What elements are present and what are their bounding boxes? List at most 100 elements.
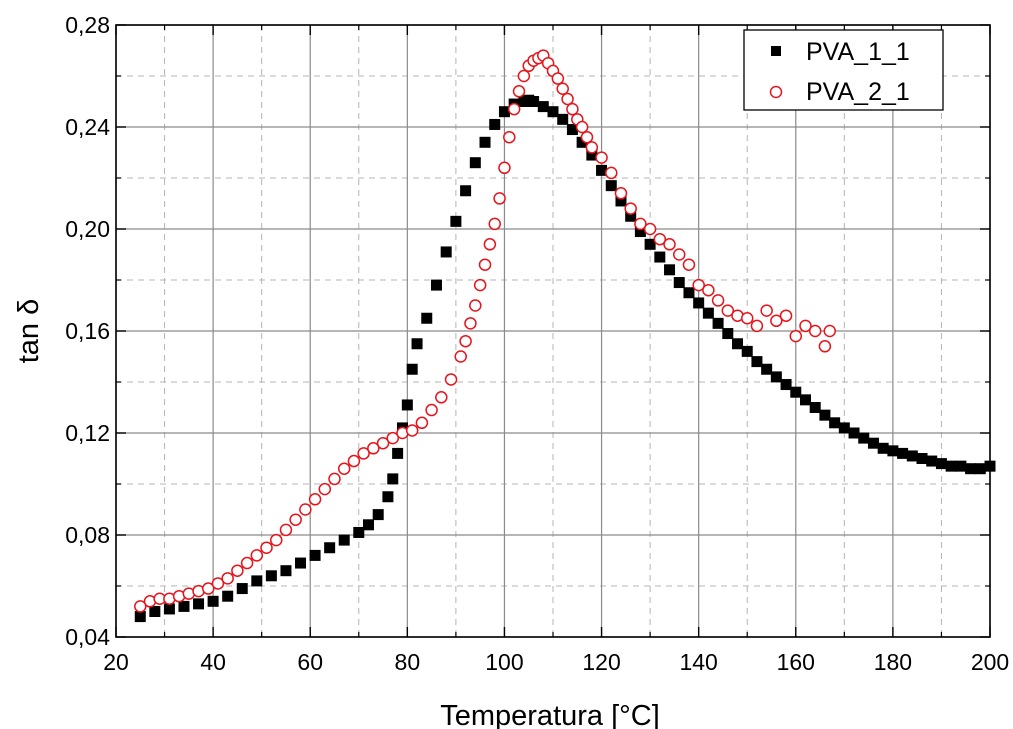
x-tick-label: 160 xyxy=(777,649,815,675)
data-point-square xyxy=(887,445,899,457)
data-point-square xyxy=(751,356,763,368)
data-point-square xyxy=(450,215,462,227)
data-point-circle xyxy=(415,416,429,430)
legend-item-pva-2-1: PVA_2_1 xyxy=(769,78,910,106)
data-point-square xyxy=(799,394,811,406)
legend: PVA_1_1 PVA_2_1 xyxy=(743,29,944,111)
data-point-circle xyxy=(260,541,273,554)
data-point-circle xyxy=(580,130,594,144)
data-point-square xyxy=(945,460,957,472)
data-point-circle xyxy=(469,299,482,312)
data-point-square xyxy=(897,447,909,459)
data-point-square xyxy=(819,409,831,421)
data-point-square xyxy=(222,590,234,602)
data-point-square xyxy=(576,136,588,148)
data-point-circle xyxy=(444,373,458,386)
data-point-square xyxy=(848,427,860,439)
data-point-square xyxy=(265,570,277,582)
data-point-square xyxy=(149,606,161,617)
data-point-circle xyxy=(692,278,705,292)
data-point-circle xyxy=(405,424,419,437)
x-axis-label: Temperatura [°C] xyxy=(440,700,660,729)
legend-item-pva-1-1: PVA_1_1 xyxy=(771,38,910,66)
data-point-circle xyxy=(367,442,380,455)
data-point-square xyxy=(392,447,404,459)
data-point-circle xyxy=(595,151,608,164)
data-point-square xyxy=(207,595,219,607)
data-point-circle xyxy=(454,350,467,363)
data-point-circle xyxy=(318,482,332,496)
y-tick-label: 0,12 xyxy=(65,420,110,446)
data-point-circle xyxy=(289,513,302,526)
legend-marker-circle xyxy=(769,85,783,99)
x-tick-label: 80 xyxy=(395,649,421,675)
y-tick-label: 0,04 xyxy=(65,624,110,650)
data-point-square xyxy=(440,246,452,258)
data-point-square xyxy=(362,519,374,531)
data-point-circle xyxy=(493,192,506,205)
x-tick-label: 20 xyxy=(103,649,129,675)
data-point-circle xyxy=(347,454,361,468)
data-point-square xyxy=(236,583,248,595)
data-point-circle xyxy=(221,572,234,585)
data-point-circle xyxy=(585,141,599,154)
data-point-square xyxy=(877,442,889,454)
data-point-square xyxy=(722,328,734,340)
x-tick-label: 180 xyxy=(874,649,912,675)
data-point-circle xyxy=(279,523,293,537)
y-tick-labels: 0,04 0,08 0,12 0,16 0,20 0,24 0,28 xyxy=(65,12,110,650)
data-point-square xyxy=(469,157,481,169)
data-point-square xyxy=(280,565,292,577)
data-point-square xyxy=(741,345,753,357)
data-point-circle xyxy=(672,248,686,261)
data-point-square xyxy=(309,549,321,561)
data-point-circle xyxy=(503,130,516,144)
data-point-circle xyxy=(328,472,341,486)
x-tick-label: 60 xyxy=(297,649,323,675)
data-point-square xyxy=(916,453,928,464)
data-point-square xyxy=(664,264,676,276)
data-point-circle xyxy=(473,278,487,292)
data-point-square xyxy=(557,113,569,125)
y-tick-label: 0,08 xyxy=(65,522,110,548)
data-point-square xyxy=(251,575,263,587)
data-point-square xyxy=(430,279,442,291)
data-point-circle xyxy=(517,69,531,83)
data-point-circle xyxy=(357,447,370,460)
data-point-square xyxy=(421,312,433,324)
data-point-square xyxy=(596,164,608,176)
data-point-circle xyxy=(134,600,147,613)
data-point-square xyxy=(761,363,773,375)
data-point-square xyxy=(712,317,724,329)
data-point-square xyxy=(955,460,967,472)
data-point-circle xyxy=(799,319,812,333)
data-point-square xyxy=(401,399,413,411)
data-point-circle xyxy=(231,564,244,577)
series-1 xyxy=(134,94,996,623)
data-point-circle xyxy=(376,436,390,450)
x-tick-labels: 20 40 60 80 100 120 140 160 180 200 xyxy=(103,649,1009,675)
data-point-circle xyxy=(435,391,448,404)
data-point-circle xyxy=(614,187,628,200)
x-tick-label: 40 xyxy=(200,649,226,675)
data-point-square xyxy=(338,534,350,546)
data-point-square xyxy=(654,251,666,263)
data-point-circle xyxy=(760,304,773,317)
data-point-circle xyxy=(269,533,283,547)
data-point-circle xyxy=(808,324,822,338)
data-point-circle xyxy=(634,217,647,231)
data-point-circle xyxy=(202,582,215,595)
data-point-circle xyxy=(721,304,735,317)
data-point-square xyxy=(634,226,646,238)
data-point-square xyxy=(498,106,510,118)
y-axis-label: tan δ xyxy=(13,299,45,364)
data-point-circle xyxy=(498,161,511,175)
data-point-square xyxy=(353,526,365,538)
data-point-circle xyxy=(425,403,438,417)
data-point-square xyxy=(324,542,336,554)
x-tick-label: 120 xyxy=(582,649,620,675)
series-2 xyxy=(134,49,837,613)
data-point-circle xyxy=(702,283,715,297)
data-point-circle xyxy=(308,493,322,506)
